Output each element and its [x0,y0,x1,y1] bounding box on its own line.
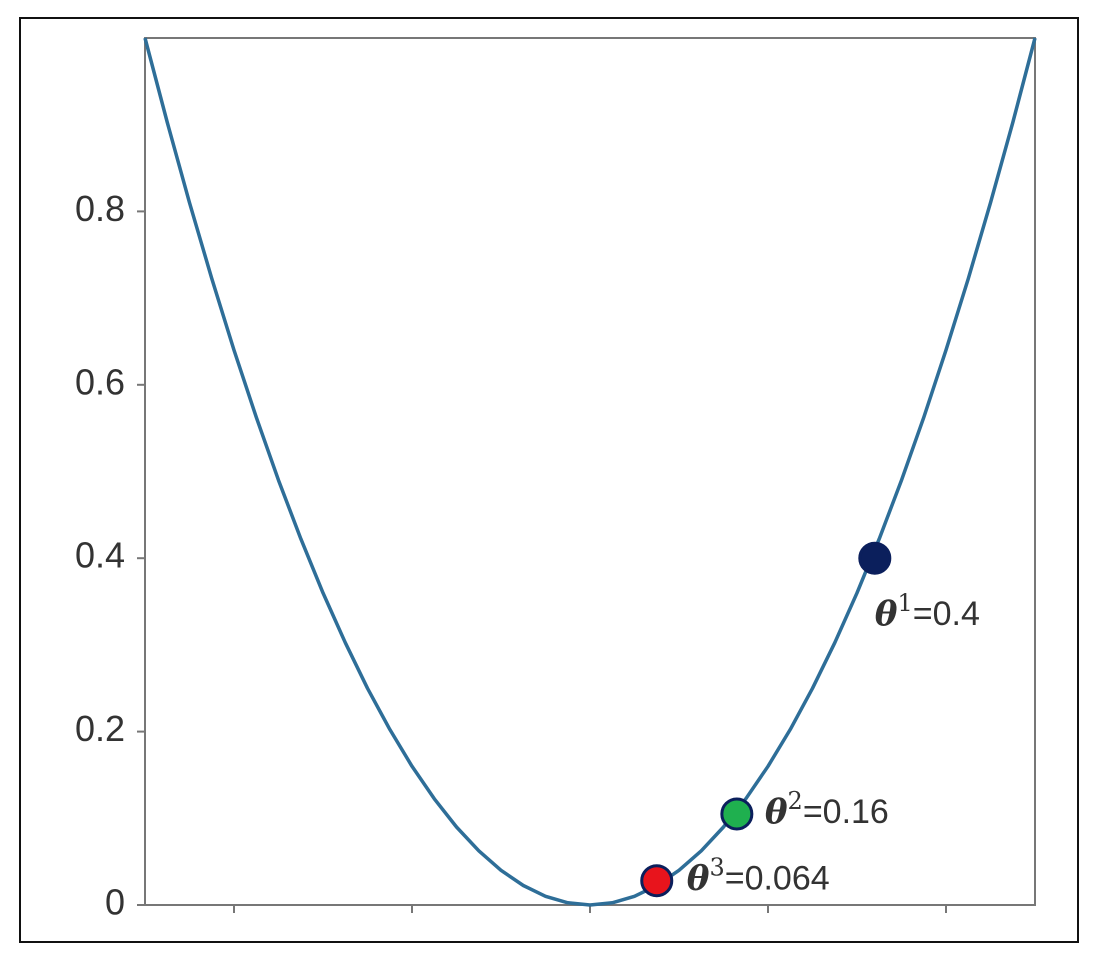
label-symbol: θ [765,792,788,832]
curve [143,37,1037,907]
point-label: θ1=0.4 [875,589,980,635]
point-label: θ2=0.16 [765,786,889,832]
y-tick-label: 0.8 [75,188,125,229]
label-sup: 3 [709,853,724,881]
label-sup: 1 [897,589,912,617]
frame [19,17,1079,943]
point-label: θ3=0.064 [687,853,830,899]
label-text: =0.4 [913,595,980,633]
y-tick-label: 0.2 [75,708,125,749]
y-tick-label: 0.4 [75,535,125,576]
point [720,797,754,831]
point [640,864,674,898]
label-text: =0.064 [725,860,830,898]
label-symbol: θ [875,594,898,634]
label-text: =0.16 [803,793,889,831]
y-tick-label: 0.6 [75,361,125,402]
point [858,541,892,575]
label-sup: 2 [788,786,803,814]
y-tick-label: 0 [105,882,125,923]
label-symbol: θ [687,859,710,899]
